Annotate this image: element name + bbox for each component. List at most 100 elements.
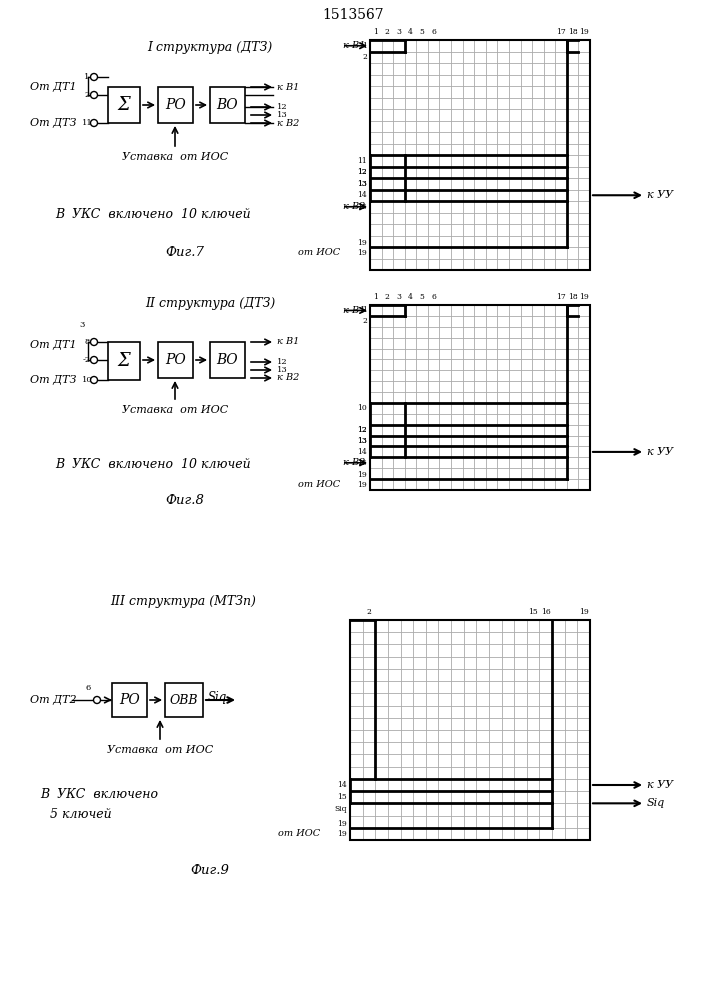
Text: 19: 19 (579, 293, 589, 301)
Text: 17: 17 (556, 293, 566, 301)
Text: 1: 1 (362, 306, 367, 314)
Circle shape (90, 357, 98, 363)
Text: 13: 13 (357, 180, 367, 188)
Text: В  УКС  включено: В УКС включено (40, 788, 158, 802)
Circle shape (90, 92, 98, 99)
Text: 12: 12 (277, 358, 288, 366)
Bar (350, 620, 590, 840)
Text: к УУ: к УУ (647, 447, 673, 457)
Text: 14: 14 (357, 191, 367, 199)
Text: 18: 18 (568, 293, 578, 301)
Text: 2: 2 (385, 293, 390, 301)
Text: -2: -2 (83, 356, 91, 364)
Text: 19: 19 (357, 481, 367, 489)
Text: III структура (МТЗп): III структура (МТЗп) (110, 595, 256, 608)
Bar (158, 342, 193, 378)
Text: 19: 19 (337, 820, 347, 828)
Text: 1: 1 (84, 73, 90, 81)
Text: 15: 15 (337, 793, 347, 801)
Text: 19: 19 (357, 249, 367, 257)
Text: к B2: к B2 (343, 202, 365, 211)
Text: Уставка  от ИОС: Уставка от ИОС (122, 405, 228, 415)
Text: Уставка  от ИОС: Уставка от ИОС (107, 745, 213, 755)
Text: I структура (ДТЗ): I структура (ДТЗ) (147, 40, 273, 53)
Text: 11: 11 (81, 119, 93, 127)
Text: 3: 3 (79, 321, 85, 329)
Text: к B1: к B1 (343, 306, 365, 315)
Text: 2: 2 (385, 28, 390, 36)
Text: 13: 13 (357, 437, 367, 445)
Circle shape (90, 74, 98, 81)
Text: 4: 4 (408, 28, 413, 36)
Text: 6: 6 (431, 293, 436, 301)
Circle shape (90, 376, 98, 383)
Bar (370, 40, 590, 270)
Text: ВО: ВО (216, 98, 238, 112)
Bar (210, 87, 245, 123)
Text: РО: РО (165, 98, 186, 112)
Text: 1: 1 (362, 42, 367, 50)
Text: Фиг.7: Фиг.7 (165, 246, 204, 259)
Text: От ДТ1: От ДТ1 (30, 82, 76, 92)
Text: 12: 12 (357, 426, 367, 434)
Text: 2: 2 (84, 91, 90, 99)
Bar (112, 683, 147, 717)
Text: Фиг.9: Фиг.9 (191, 863, 230, 876)
Text: 13: 13 (357, 437, 367, 445)
Text: 15: 15 (528, 608, 538, 616)
Bar (370, 305, 590, 490)
Text: 2: 2 (366, 608, 371, 616)
Text: 12: 12 (277, 103, 288, 111)
Text: Siq: Siq (334, 805, 347, 813)
Text: 5: 5 (420, 28, 424, 36)
Text: к B1: к B1 (277, 338, 299, 347)
Text: Σ: Σ (117, 96, 130, 114)
Text: В  УКС  включено  10 ключей: В УКС включено 10 ключей (55, 209, 250, 222)
Text: Σ: Σ (117, 352, 130, 370)
Text: 5: 5 (420, 293, 424, 301)
Text: 3: 3 (397, 293, 402, 301)
Text: 15: 15 (357, 203, 367, 211)
Text: От ДТ2: От ДТ2 (30, 695, 76, 705)
Text: 3: 3 (397, 28, 402, 36)
Text: В  УКС  включено  10 ключей: В УКС включено 10 ключей (55, 458, 250, 472)
Text: 19: 19 (357, 471, 367, 479)
Text: 5 ключей: 5 ключей (50, 808, 112, 822)
Text: к B2: к B2 (343, 458, 365, 467)
Text: 13: 13 (277, 111, 288, 119)
Text: РО: РО (165, 353, 186, 367)
Circle shape (90, 338, 98, 346)
Text: Siq: Siq (647, 798, 665, 808)
Bar (158, 87, 193, 123)
Text: РО: РО (119, 693, 140, 707)
Text: 10: 10 (357, 404, 367, 412)
Text: 4: 4 (408, 293, 413, 301)
Text: 19: 19 (337, 830, 347, 838)
Circle shape (90, 119, 98, 126)
Text: 18: 18 (568, 28, 578, 36)
Text: 6: 6 (86, 684, 90, 692)
Text: Уставка  от ИОС: Уставка от ИОС (122, 152, 228, 162)
Text: 6: 6 (431, 28, 436, 36)
Text: От ДТЗ: От ДТЗ (30, 375, 76, 385)
Text: от ИОС: от ИОС (298, 480, 340, 489)
Bar (210, 342, 245, 378)
Text: 13: 13 (357, 180, 367, 188)
Text: 2: 2 (362, 317, 367, 325)
Text: 12: 12 (357, 168, 367, 176)
Bar (108, 87, 140, 123)
Text: к B1: к B1 (343, 41, 365, 50)
Text: от ИОС: от ИОС (278, 829, 320, 838)
Text: От ДТ1: От ДТ1 (30, 340, 76, 350)
Circle shape (93, 696, 100, 704)
Text: От ДТЗ: От ДТЗ (30, 118, 76, 128)
Bar (108, 342, 140, 380)
Text: 1: 1 (373, 28, 378, 36)
Text: от ИОС: от ИОС (298, 248, 340, 257)
Text: 2: 2 (362, 53, 367, 61)
Text: к УУ: к УУ (647, 780, 673, 790)
Text: к B2: к B2 (277, 118, 299, 127)
Text: 19: 19 (357, 239, 367, 247)
Text: 14: 14 (337, 781, 347, 789)
Text: 11: 11 (357, 157, 367, 165)
